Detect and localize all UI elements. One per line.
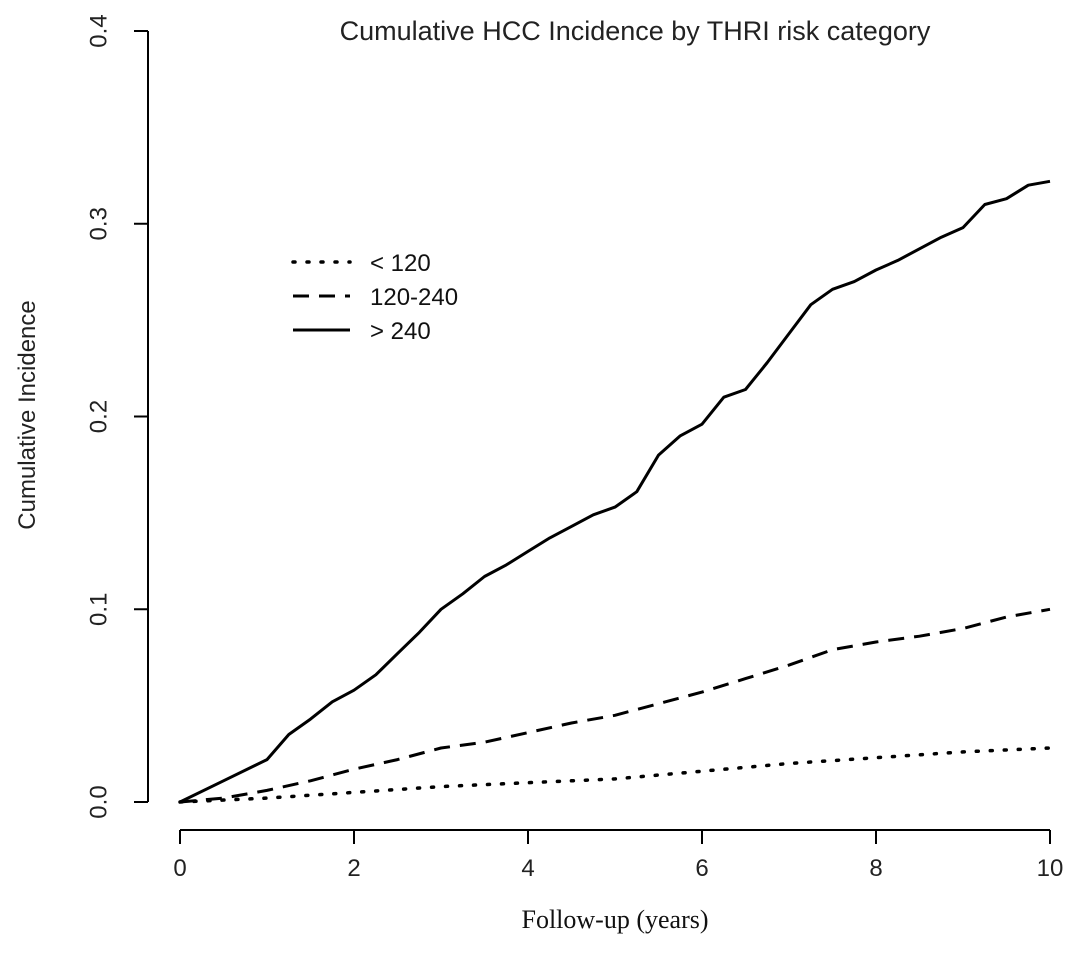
legend-label: 120-240	[370, 284, 458, 311]
series-line	[179, 179, 1051, 804]
x-tick-label: 6	[695, 855, 708, 882]
series-line	[179, 607, 1051, 804]
y-tick-label: 0.2	[85, 400, 112, 433]
y-tick-label: 0.3	[85, 207, 112, 240]
y-tick-label: 0.0	[85, 785, 112, 818]
y-tick-label: 0.1	[85, 593, 112, 626]
x-axis-label: Follow-up (years)	[521, 905, 708, 934]
x-axis: 0 2 4 6 8 10	[173, 829, 1064, 882]
x-tick-label: 2	[347, 855, 360, 882]
y-axis: 0.0 0.1 0.2 0.3 0.4	[85, 14, 149, 819]
legend-label: > 240	[370, 318, 431, 345]
x-tick-label: 8	[869, 855, 882, 882]
x-tick-label: 4	[521, 855, 534, 882]
series-line	[178, 746, 1052, 804]
x-tick-label: 10	[1037, 855, 1064, 882]
plot-area	[178, 179, 1052, 804]
y-tick-label: 0.4	[85, 14, 112, 47]
legend-label: < 120	[370, 250, 431, 277]
legend: < 120 120-240 > 240	[291, 250, 458, 345]
chart-title: Cumulative HCC Incidence by THRI risk ca…	[340, 16, 931, 46]
y-axis-label: Cumulative Incidence	[14, 300, 41, 529]
x-tick-label: 0	[173, 855, 186, 882]
